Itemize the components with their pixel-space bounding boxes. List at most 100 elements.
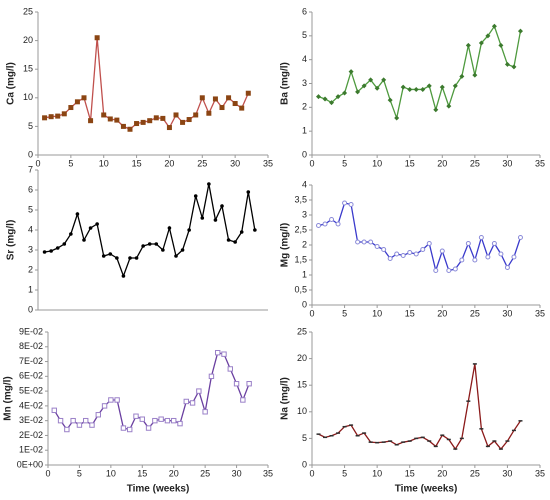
- marker: [152, 417, 158, 424]
- marker: [101, 403, 108, 409]
- marker: [361, 239, 367, 245]
- marker: [381, 247, 387, 252]
- x-tick-label: 0: [309, 468, 314, 478]
- marker: [459, 257, 465, 263]
- marker: [82, 238, 86, 242]
- x-tick-label: 5: [342, 468, 347, 478]
- x-tick-label: 35: [535, 158, 545, 168]
- x-tick-label: 20: [437, 158, 447, 168]
- y-tick-label: 15: [297, 380, 307, 390]
- marker: [348, 69, 354, 75]
- marker: [89, 422, 95, 428]
- x-tick-label: 10: [99, 158, 109, 168]
- y-tick-label: 5: [302, 30, 307, 40]
- marker: [355, 239, 361, 245]
- marker: [517, 28, 523, 34]
- marker: [94, 35, 100, 41]
- marker: [478, 235, 484, 240]
- x-tick-label: 30: [232, 468, 242, 478]
- marker: [226, 238, 231, 242]
- marker: [196, 388, 202, 394]
- y-tick-label: 4: [302, 179, 307, 189]
- marker: [147, 118, 153, 124]
- y-tick-label: 10: [297, 406, 307, 416]
- marker: [69, 232, 73, 236]
- marker: [199, 95, 205, 101]
- marker: [101, 254, 106, 258]
- marker: [232, 101, 238, 107]
- marker: [400, 84, 406, 90]
- marker: [134, 121, 140, 127]
- y-tick-label: 5: [28, 121, 33, 131]
- marker: [70, 417, 76, 424]
- marker: [504, 61, 510, 67]
- y-tick-label: 2: [28, 264, 33, 274]
- marker: [153, 115, 159, 121]
- marker: [439, 84, 445, 90]
- marker: [246, 190, 251, 194]
- x-tick-label: 5: [68, 158, 73, 168]
- x-tick-label: 35: [263, 158, 273, 168]
- marker: [161, 248, 165, 252]
- marker: [381, 77, 387, 83]
- y-axis-label: Sr (mg/l): [6, 220, 17, 261]
- y-tick-label: 1,5: [294, 254, 307, 264]
- x-tick-label: 15: [137, 468, 147, 478]
- marker: [400, 253, 406, 258]
- marker: [57, 417, 64, 424]
- y-axis-label: Na (mg/l): [280, 377, 291, 420]
- marker: [207, 182, 211, 186]
- marker: [452, 83, 458, 89]
- marker: [407, 86, 413, 92]
- marker: [74, 99, 80, 105]
- x-tick-label: 15: [132, 158, 142, 168]
- marker: [472, 257, 478, 263]
- marker: [213, 218, 218, 222]
- y-tick-label: 5E-02: [19, 385, 43, 395]
- marker: [491, 23, 497, 29]
- y-tick-label: 0: [28, 304, 33, 314]
- x-tick-label: 0: [35, 158, 40, 168]
- marker: [491, 241, 497, 246]
- x-tick-label: 5: [342, 308, 347, 318]
- marker: [446, 103, 452, 109]
- x-tick-label: 5: [342, 158, 347, 168]
- y-tick-label: 9E-02: [19, 326, 43, 336]
- marker: [374, 244, 380, 249]
- marker: [348, 202, 354, 207]
- x-tick-label: 20: [164, 158, 174, 168]
- x-tick-label: 15: [405, 308, 415, 318]
- marker: [368, 239, 374, 245]
- marker: [221, 351, 227, 357]
- marker: [472, 72, 478, 78]
- marker: [322, 221, 328, 227]
- y-tick-label: 20: [23, 35, 33, 45]
- marker: [173, 112, 179, 118]
- marker: [147, 242, 152, 246]
- marker: [465, 42, 471, 48]
- x-tick-label: 25: [197, 158, 207, 168]
- y-tick-label: 0: [302, 149, 307, 159]
- y-tick-label: 4: [302, 54, 307, 64]
- x-tick-label: 10: [372, 158, 382, 168]
- y-tick-label: 0: [28, 149, 33, 159]
- marker: [233, 381, 240, 387]
- marker: [121, 274, 126, 278]
- x-tick-label: 30: [502, 468, 512, 478]
- x-tick-label: 5: [77, 468, 82, 478]
- x-tick-label: 35: [535, 468, 545, 478]
- marker: [420, 247, 426, 252]
- y-tick-label: 1: [28, 284, 33, 294]
- marker: [114, 397, 120, 403]
- x-tick-label: 25: [470, 468, 480, 478]
- marker: [239, 105, 245, 111]
- marker: [107, 116, 113, 122]
- marker: [240, 397, 246, 403]
- marker: [226, 95, 232, 101]
- x-axis-label: Time (weeks): [395, 484, 458, 495]
- marker: [88, 226, 93, 230]
- x-tick-label: 15: [405, 158, 415, 168]
- x-tick-label: 10: [106, 468, 116, 478]
- marker: [158, 416, 164, 422]
